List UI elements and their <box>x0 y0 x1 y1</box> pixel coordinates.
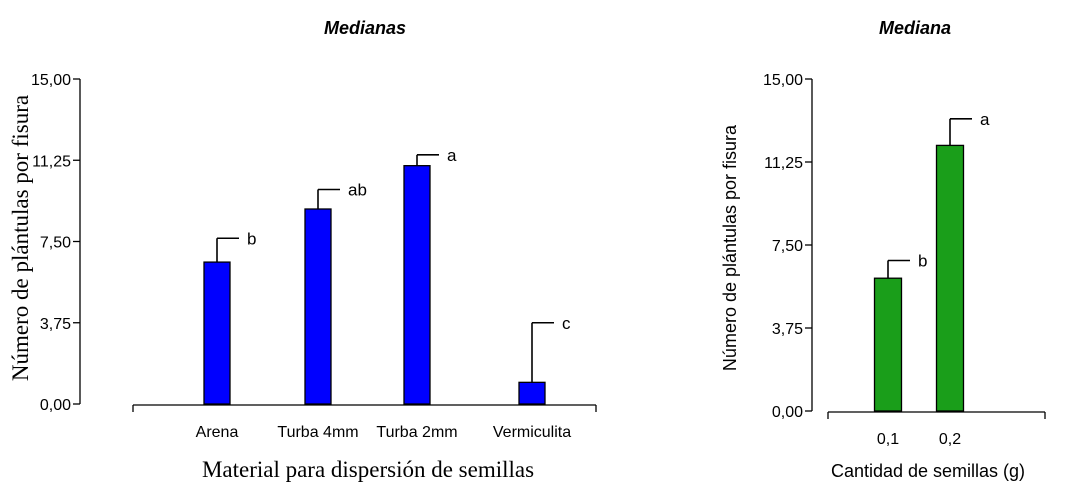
plot-area: 0,00 3,75 7,50 11,25 15,00 b 0,1 a 0,2 <box>763 72 1046 448</box>
significance-letter: b <box>247 229 256 248</box>
bar <box>873 277 903 412</box>
bar <box>935 144 965 412</box>
significance-letter: a <box>980 110 990 129</box>
y-tick-label: 3,75 <box>40 316 71 333</box>
y-tick-label: 0,00 <box>40 397 71 414</box>
y-tick-label: 7,50 <box>40 235 71 252</box>
chart-title: Medianas <box>324 18 406 38</box>
x-tick-label: Turba 4mm <box>277 424 358 441</box>
significance-letter: c <box>562 314 571 333</box>
y-axis-label: Número de plántulas por fisura <box>720 124 740 371</box>
y-tick-label: 3,75 <box>772 321 803 338</box>
x-axis-label: Material para dispersión de semillas <box>202 457 534 482</box>
x-tick-label: Arena <box>196 424 239 441</box>
x-tick-label: 0,1 <box>877 431 899 448</box>
bar <box>304 208 332 405</box>
significance-letter: ab <box>348 181 367 200</box>
y-axis-label: Número de plántulas por fisura <box>8 95 33 381</box>
chart-materiales: Medianas Número de plántulas por fisura … <box>8 18 597 482</box>
x-tick-label: 0,2 <box>939 431 961 448</box>
bar <box>403 165 431 405</box>
chart-cantidad: Mediana Número de plántulas por fisura C… <box>720 18 1046 481</box>
y-tick-label: 11,25 <box>764 155 803 172</box>
significance-letter: a <box>447 146 457 165</box>
bar <box>518 381 546 405</box>
y-tick-label: 15,00 <box>31 72 71 89</box>
significance-letter: b <box>918 251 927 270</box>
chart-title: Mediana <box>879 18 951 38</box>
x-tick-label: Vermiculita <box>493 424 571 441</box>
y-tick-label: 7,50 <box>772 238 803 255</box>
y-tick-label: 15,00 <box>763 72 803 89</box>
x-tick-label: Turba 2mm <box>376 424 457 441</box>
y-tick-label: 0,00 <box>772 404 803 421</box>
bar <box>203 261 231 405</box>
x-axis-label: Cantidad de semillas (g) <box>831 461 1025 481</box>
y-tick-label: 11,25 <box>32 153 71 170</box>
plot-area: 0,00 3,75 7,50 11,25 15,00 b Arena ab Turba 4mm a… <box>31 72 597 441</box>
